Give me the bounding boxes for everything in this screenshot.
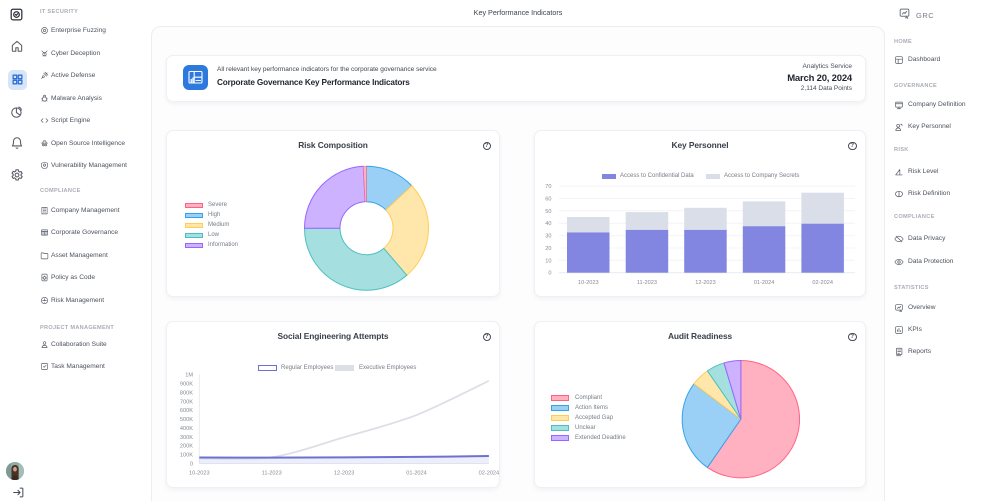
svg-text:200K: 200K [180, 444, 193, 450]
svg-text:100K: 100K [180, 453, 193, 459]
svg-text:70: 70 [545, 184, 551, 190]
svg-text:1M: 1M [185, 373, 193, 379]
svg-text:11-2023: 11-2023 [262, 471, 282, 477]
svg-text:800K: 800K [180, 390, 193, 396]
svg-text:400K: 400K [180, 426, 193, 432]
svg-text:10-2023: 10-2023 [189, 471, 210, 477]
svg-text:12-2023: 12-2023 [334, 471, 355, 477]
svg-text:500K: 500K [180, 417, 193, 423]
svg-text:900K: 900K [180, 382, 193, 388]
svg-text:40: 40 [545, 221, 551, 227]
svg-text:10: 10 [545, 258, 551, 264]
svg-text:600K: 600K [180, 408, 193, 414]
svg-text:50: 50 [545, 209, 551, 215]
svg-text:10-2023: 10-2023 [578, 280, 599, 286]
svg-text:0: 0 [190, 462, 193, 468]
svg-text:12-2023: 12-2023 [695, 280, 716, 286]
svg-text:01-2024: 01-2024 [754, 280, 775, 286]
svg-text:60: 60 [545, 197, 551, 203]
svg-text:20: 20 [545, 246, 551, 252]
svg-text:02-2024: 02-2024 [479, 471, 500, 477]
svg-text:02-2024: 02-2024 [812, 280, 833, 286]
svg-text:0: 0 [548, 271, 551, 277]
svg-text:11-2023: 11-2023 [637, 280, 657, 286]
svg-text:300K: 300K [180, 435, 193, 441]
svg-text:30: 30 [545, 234, 551, 240]
svg-text:01-2024: 01-2024 [406, 471, 427, 477]
svg-text:700K: 700K [180, 399, 193, 405]
